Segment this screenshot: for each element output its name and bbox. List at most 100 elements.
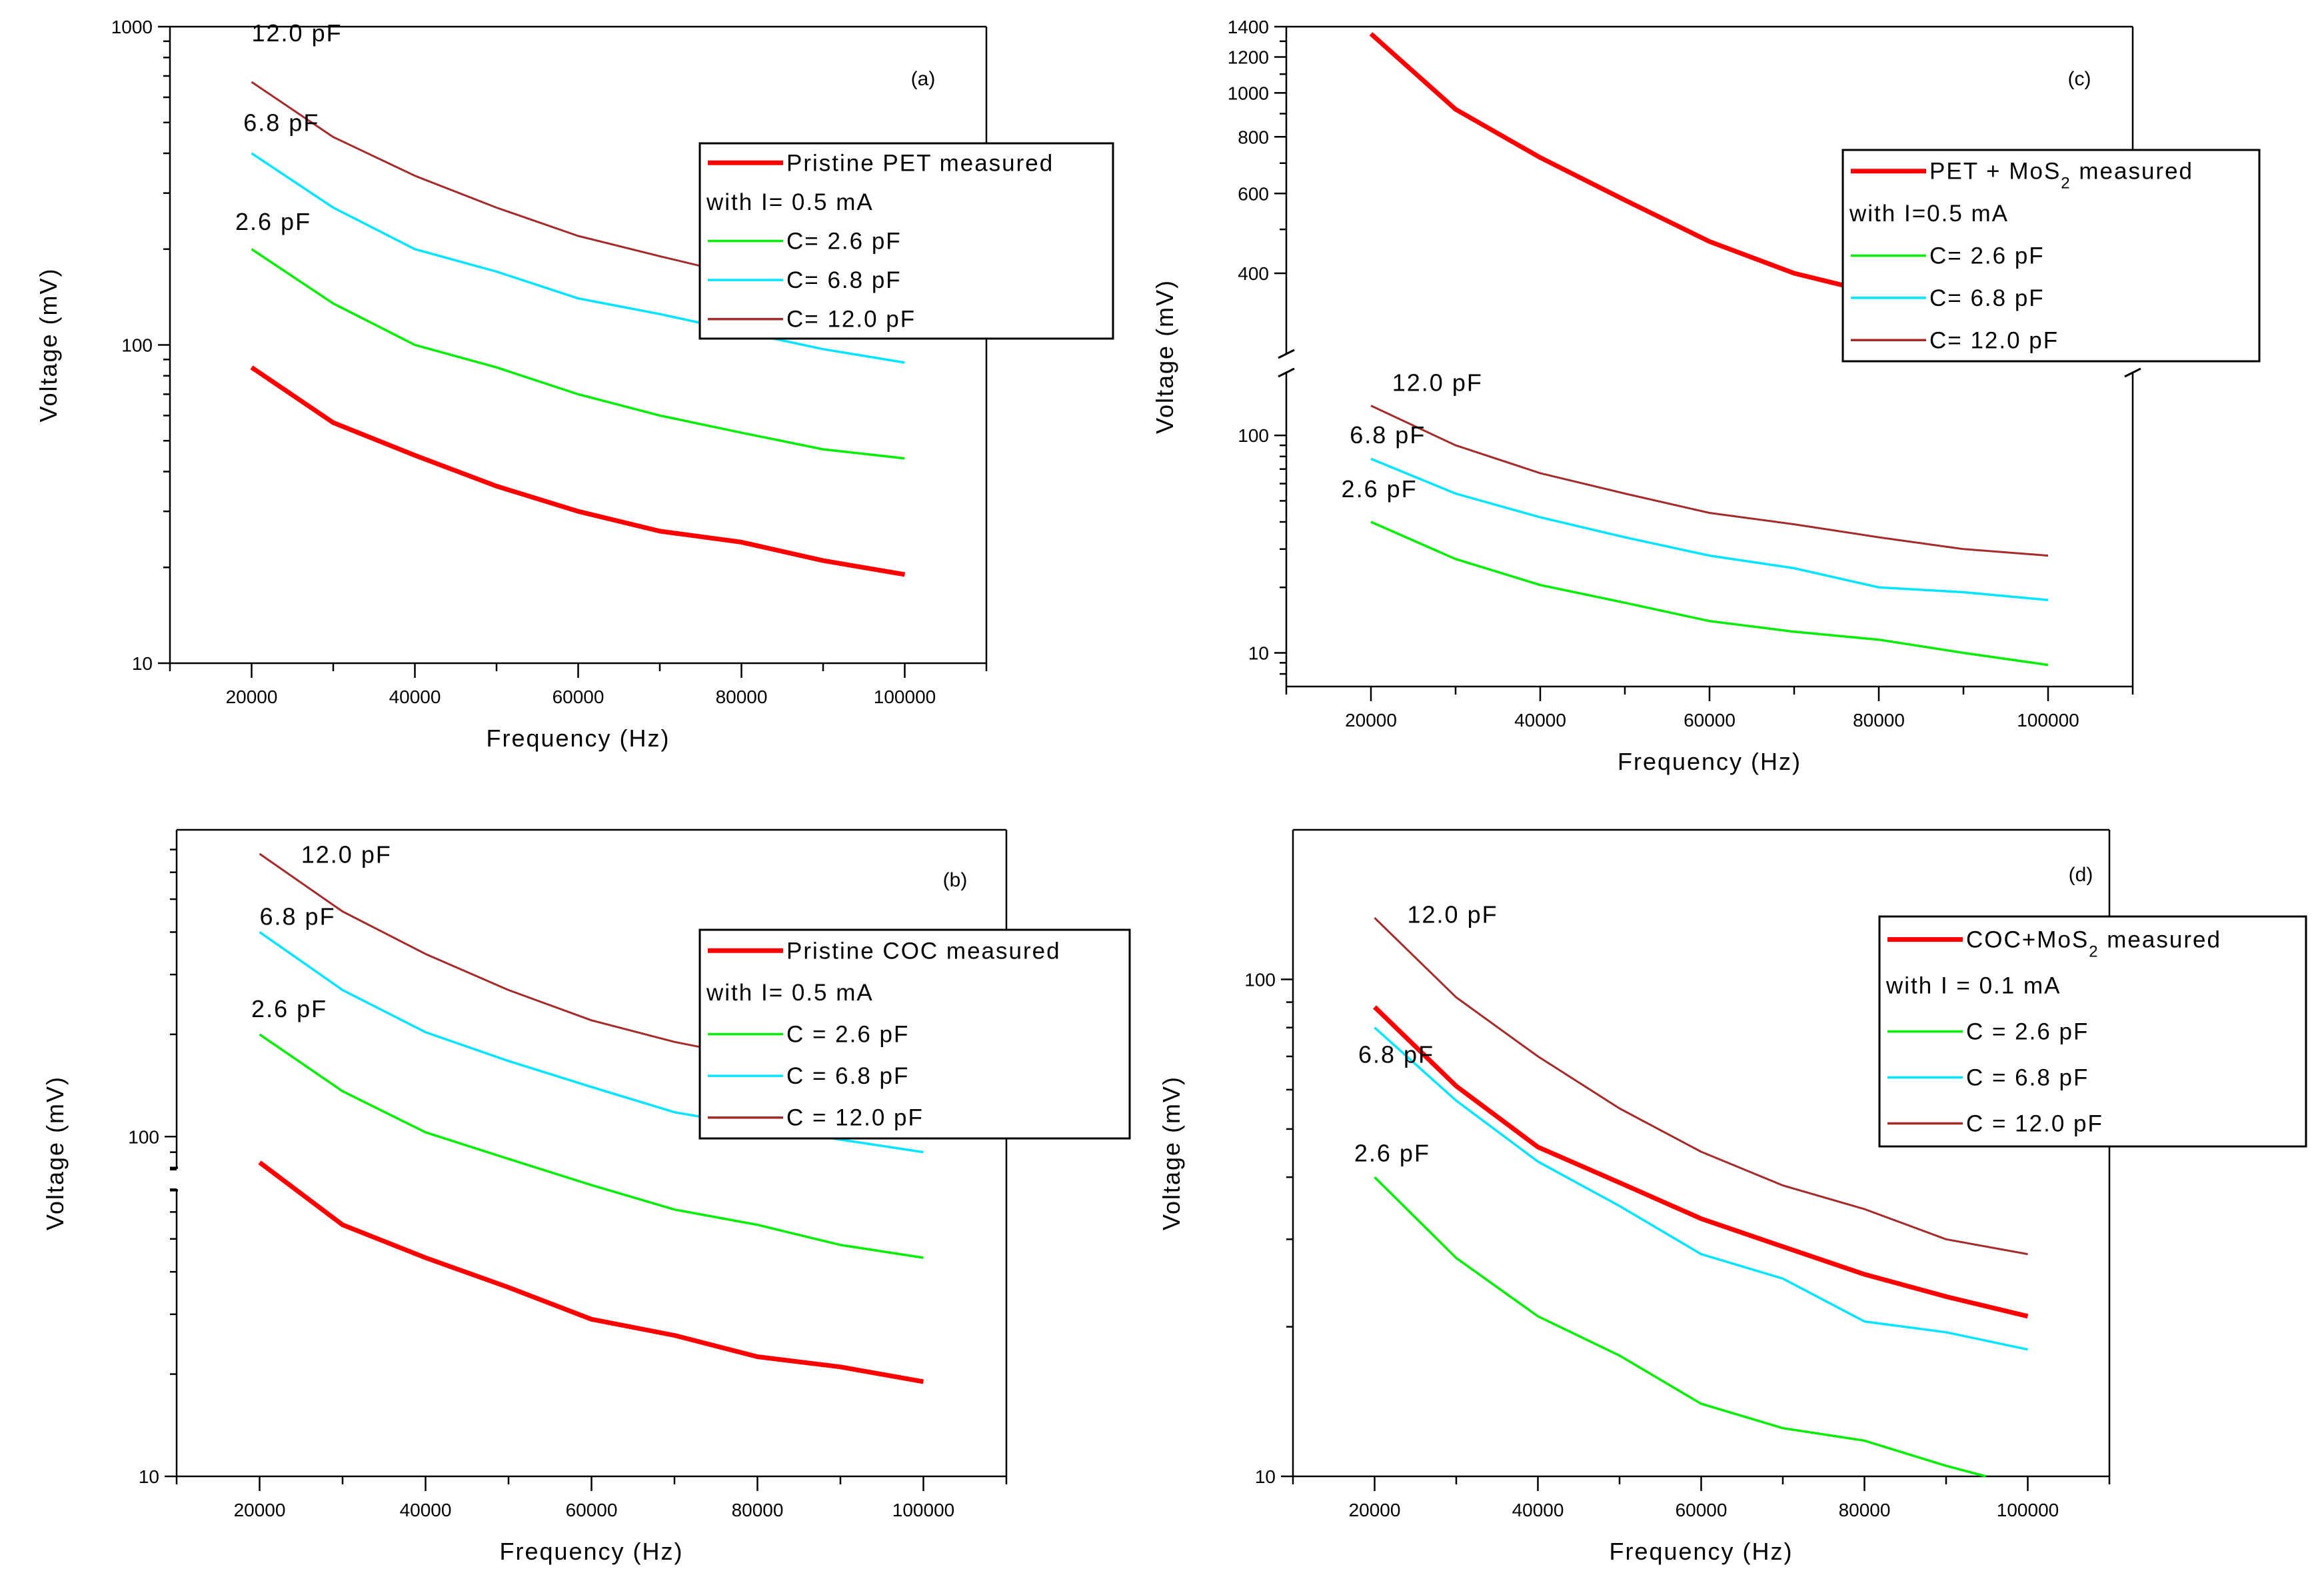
x-tick-label: 80000 bbox=[1853, 710, 1905, 731]
y-tick-label: 100 bbox=[128, 1126, 159, 1147]
x-axis-title: Frequency (Hz) bbox=[1618, 748, 1801, 775]
legend-entry: C = 6.8 pF bbox=[786, 1063, 909, 1089]
x-tick-label: 40000 bbox=[400, 1500, 452, 1520]
y-tick-label: 1200 bbox=[1228, 47, 1269, 68]
curve-annotation: 12.0 pF bbox=[1408, 900, 1498, 928]
panel-d: 20000 40000 60000 80000 100000 10 100 Frequency… bbox=[1158, 828, 2307, 1565]
x-tick-label: 80000 bbox=[716, 687, 768, 707]
legend-entry: PET + MoS2 measured bbox=[1929, 159, 2193, 193]
legend-entry: C = 6.8 pF bbox=[1966, 1065, 2089, 1091]
x-tick-label: 80000 bbox=[732, 1500, 784, 1520]
curve-annotation: 12.0 pF bbox=[1392, 369, 1483, 397]
curve-annotation: 12.0 pF bbox=[301, 840, 392, 868]
y-axis-title: Voltage (mV) bbox=[35, 267, 62, 422]
series-line-c-2-6 bbox=[1374, 1176, 1987, 1478]
curve-annotation: 2.6 pF bbox=[1354, 1140, 1430, 1167]
series-line-c-6-8 bbox=[1374, 1026, 2028, 1351]
legend-entry: C= 12.0 pF bbox=[1929, 327, 2059, 353]
legend-entry: C= 12.0 pF bbox=[786, 307, 916, 333]
y-axis-title: Voltage (mV) bbox=[1158, 1076, 1185, 1230]
curve-annotation: 6.8 pF bbox=[1350, 421, 1426, 449]
x-tick-label: 100000 bbox=[1997, 1500, 2059, 1520]
x-tick-label: 20000 bbox=[1349, 1500, 1401, 1520]
x-tick-label: 60000 bbox=[1676, 1500, 1728, 1520]
legend-entry: C = 2.6 pF bbox=[786, 1022, 909, 1048]
series-line-c-2-6 bbox=[1370, 521, 2049, 667]
panel-b: 20000 40000 60000 80000 100000 10 100 Frequency… bbox=[41, 828, 1131, 1565]
x-tick-label: 20000 bbox=[226, 687, 278, 707]
y-tick-label: 10 bbox=[139, 1466, 159, 1487]
panel-a: 20000 40000 60000 80000 100000 10 100 1000 Frequ… bbox=[35, 17, 1114, 752]
series-line-measured bbox=[1373, 1005, 2029, 1319]
y-tick-label: 100 bbox=[121, 335, 153, 356]
axis-break-mark bbox=[2124, 367, 2141, 378]
x-axis-title: Frequency (Hz) bbox=[486, 725, 670, 752]
y-tick-label: 1000 bbox=[1228, 83, 1269, 103]
curve-annotation: 2.6 pF bbox=[1342, 475, 1418, 503]
x-tick-label: 60000 bbox=[553, 687, 604, 707]
panel-label: (b) bbox=[943, 869, 968, 891]
legend-entry: C= 6.8 pF bbox=[1929, 285, 2045, 311]
legend-entry: COC+MoS2 measured bbox=[1966, 927, 2221, 961]
legend-entry: C= 2.6 pF bbox=[1929, 243, 2045, 269]
x-axis-title: Frequency (Hz) bbox=[499, 1538, 683, 1565]
legend-entry: with I = 0.1 mA bbox=[1885, 973, 2061, 999]
y-tick-label: 100 bbox=[1238, 425, 1269, 446]
x-tick-label: 100000 bbox=[892, 1500, 954, 1520]
curve-annotation: 6.8 pF bbox=[243, 109, 319, 137]
x-axis-title: Frequency (Hz) bbox=[1609, 1538, 1793, 1565]
panel-label: (c) bbox=[2068, 68, 2091, 90]
y-tick-label: 10 bbox=[1248, 643, 1269, 663]
y-tick-label: 10 bbox=[132, 653, 153, 674]
curve-annotation: 2.6 pF bbox=[235, 208, 311, 235]
legend-entry: Pristine COC measured bbox=[786, 938, 1061, 964]
series-line-measured bbox=[250, 365, 906, 577]
y-tick-label: 800 bbox=[1238, 127, 1269, 147]
x-tick-label: 100000 bbox=[2017, 710, 2079, 731]
legend-entry: C = 12.0 pF bbox=[786, 1105, 924, 1131]
x-tick-label: 60000 bbox=[566, 1500, 618, 1520]
series-line-c-12-0 bbox=[1374, 917, 2028, 1256]
legend-entry: with I= 0.5 mA bbox=[706, 980, 874, 1006]
series-line-c-2-6 bbox=[251, 248, 905, 460]
legend-entry: C= 6.8 pF bbox=[786, 267, 902, 293]
x-tick-label: 40000 bbox=[1512, 1500, 1564, 1520]
x-tick-label: 20000 bbox=[1345, 710, 1397, 731]
legend-entry: C = 12.0 pF bbox=[1966, 1111, 2103, 1137]
y-tick-label: 100 bbox=[1244, 969, 1276, 990]
curve-annotation: 6.8 pF bbox=[1358, 1040, 1434, 1068]
legend-entry: C = 2.6 pF bbox=[1966, 1019, 2089, 1045]
x-tick-label: 80000 bbox=[1839, 1500, 1891, 1520]
legend-entry: C= 2.6 pF bbox=[786, 229, 902, 255]
y-tick-label: 10 bbox=[1255, 1466, 1276, 1487]
curve-annotation: 12.0 pF bbox=[252, 19, 343, 47]
panel-c: 20000 40000 60000 80000 100000 400 600 800 1000 1… bbox=[1151, 17, 2261, 775]
y-tick-label: 600 bbox=[1238, 183, 1269, 204]
x-tick-label: 40000 bbox=[1514, 710, 1566, 731]
x-tick-label: 100000 bbox=[874, 687, 936, 707]
series-line-measured bbox=[258, 1160, 924, 1384]
y-axis-title: Voltage (mV) bbox=[1151, 279, 1178, 434]
y-tick-label: 400 bbox=[1238, 263, 1269, 284]
series-line-c-6-8 bbox=[251, 152, 905, 364]
panel-label: (a) bbox=[911, 68, 936, 90]
axis-break-mark bbox=[1278, 349, 1295, 359]
legend-entry: Pristine PET measured bbox=[786, 150, 1054, 176]
legend: Pristine COC measured with I= 0.5 mA C = 2… bbox=[698, 928, 1131, 1140]
y-axis-title: Voltage (mV) bbox=[41, 1076, 69, 1230]
legend-entry: with I=0.5 mA bbox=[1849, 201, 2009, 227]
axis-break-mark bbox=[1278, 367, 1295, 378]
x-tick-label: 60000 bbox=[1684, 710, 1736, 731]
legend-entry: with I= 0.5 mA bbox=[706, 189, 874, 215]
x-tick-label: 40000 bbox=[389, 687, 441, 707]
series-line-c-2-6 bbox=[259, 1033, 924, 1259]
panel-label: (d) bbox=[2069, 864, 2093, 886]
y-tick-label: 1400 bbox=[1228, 17, 1269, 37]
legend: Pristine PET measured with I= 0.5 mA C= 2.… bbox=[698, 142, 1114, 340]
series-line-c-6-8 bbox=[1370, 457, 2049, 601]
y-tick-label: 1000 bbox=[111, 17, 153, 37]
curve-annotation: 2.6 pF bbox=[251, 995, 327, 1022]
x-tick-label: 20000 bbox=[234, 1500, 286, 1520]
legend: PET + MoS2 measured with I=0.5 mA C= 2.6 p… bbox=[1841, 149, 2261, 363]
